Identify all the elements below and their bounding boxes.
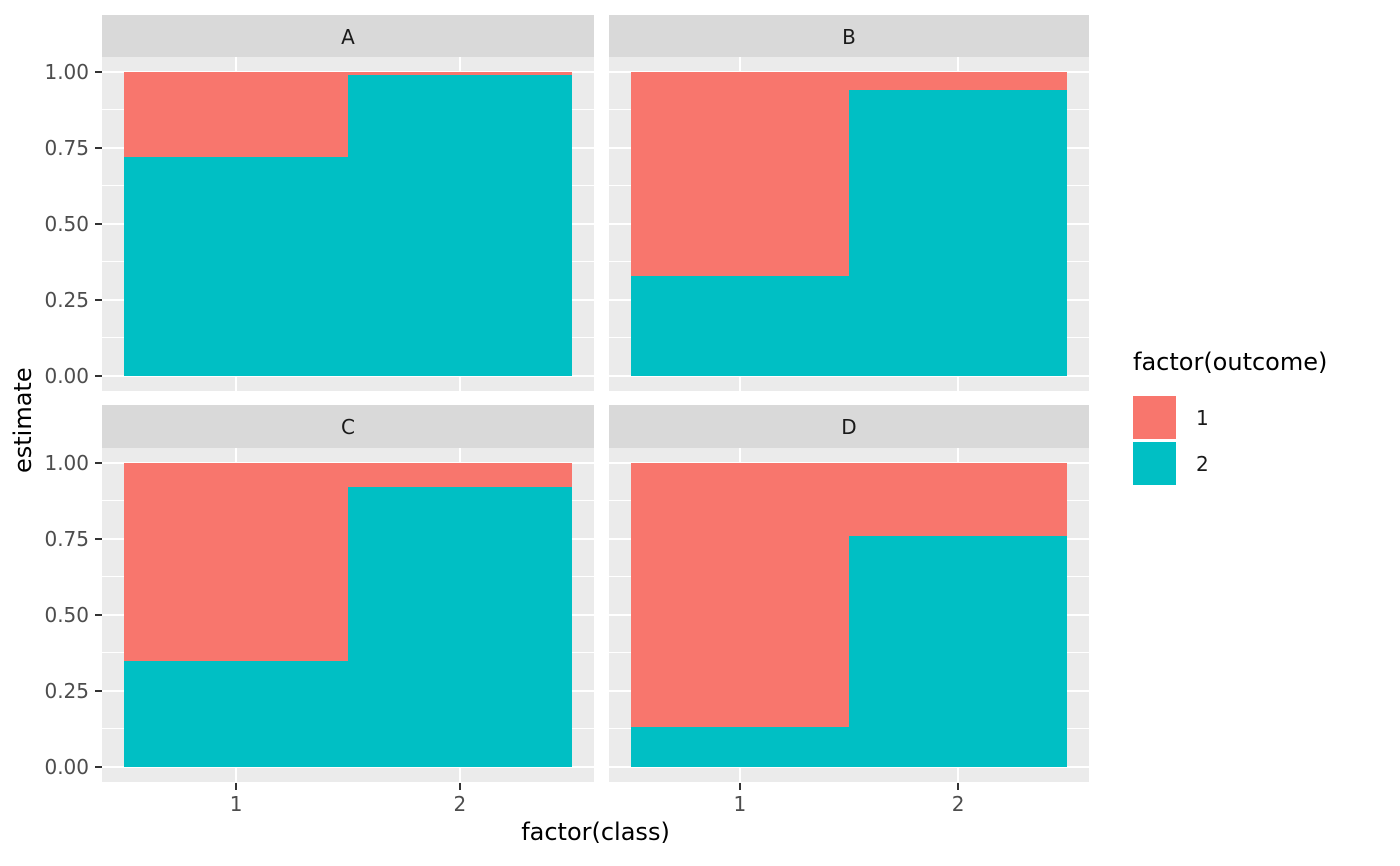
y-tick-label: 0.75	[44, 136, 89, 161]
y-tick-label: 0.00	[44, 754, 89, 779]
facet-strip-label-A: A	[341, 24, 355, 49]
legend-title: factor(outcome)	[1133, 348, 1328, 376]
legend-swatch-outcome-2-icon	[1133, 442, 1176, 485]
gridline-major	[102, 71, 594, 74]
gridline-major	[609, 462, 1089, 465]
facet-strip-C: C	[102, 405, 594, 448]
y-tick-label: 0.25	[44, 287, 89, 312]
facet-strip-label-D: D	[841, 414, 857, 439]
x-tick-mark	[235, 783, 238, 790]
gridline-major	[102, 765, 594, 768]
bar-segment-outcome-1	[124, 463, 348, 661]
bar-C-class2	[348, 463, 572, 767]
y-tick-label: 0.00	[44, 363, 89, 388]
y-tick-mark	[95, 374, 102, 377]
gridline-major	[609, 71, 1089, 74]
y-tick-mark	[95, 614, 102, 616]
facet-panel-D	[609, 448, 1089, 782]
x-axis-title: factor(class)	[521, 818, 670, 846]
legend: factor(outcome) 1 2	[1133, 346, 1395, 488]
bar-segment-outcome-2	[849, 90, 1068, 376]
bar-segment-outcome-2	[348, 75, 572, 376]
y-tick-mark	[95, 462, 102, 465]
y-tick-label: 1.00	[44, 60, 89, 85]
gridline-major	[609, 374, 1089, 377]
bar-segment-outcome-2	[124, 157, 348, 376]
bar-segment-outcome-1	[849, 463, 1068, 537]
y-tick-mark	[95, 689, 102, 692]
bar-segment-outcome-1	[630, 463, 849, 728]
y-tick-mark	[95, 538, 102, 541]
bar-segment-outcome-1	[348, 463, 572, 488]
gridline-major	[102, 462, 594, 465]
x-tick-mark	[458, 783, 461, 790]
bar-segment-outcome-2	[348, 487, 572, 767]
bar-B-class1	[630, 72, 849, 376]
y-tick-label: 1.00	[44, 451, 89, 476]
x-tick-label: 1	[733, 792, 747, 816]
bar-C-class1	[124, 463, 348, 767]
facet-panel-B	[609, 57, 1089, 391]
bar-A-class1	[124, 72, 348, 376]
facet-panel-A	[102, 57, 594, 391]
facet-strip-A: A	[102, 15, 594, 58]
bar-segment-outcome-2	[630, 727, 849, 767]
legend-entry-outcome-2: 2	[1133, 442, 1395, 485]
facet-strip-label-C: C	[341, 414, 355, 439]
facet-strip-label-B: B	[842, 24, 856, 49]
x-tick-label: 2	[453, 792, 467, 816]
y-tick-mark	[95, 765, 102, 768]
x-tick-label: 2	[951, 792, 965, 816]
x-tick-mark	[738, 783, 741, 790]
y-tick-mark	[95, 71, 102, 74]
bar-segment-outcome-2	[124, 660, 348, 767]
facet-panel-C	[102, 448, 594, 782]
legend-label-outcome-1: 1	[1196, 405, 1209, 430]
bar-D-class2	[849, 463, 1068, 767]
bar-A-class2	[348, 72, 572, 376]
gridline-major	[102, 374, 594, 377]
legend-swatch-outcome-1-icon	[1133, 396, 1176, 439]
bar-B-class2	[849, 72, 1068, 376]
bar-segment-outcome-1	[348, 72, 572, 76]
bar-segment-outcome-2	[630, 275, 849, 376]
y-tick-mark	[95, 298, 102, 301]
facet-strip-D: D	[609, 405, 1089, 448]
bar-segment-outcome-1	[849, 72, 1068, 91]
y-axis-title: estimate	[9, 367, 37, 473]
x-tick-mark	[957, 783, 960, 790]
gridline-major	[609, 765, 1089, 768]
bar-segment-outcome-1	[124, 72, 348, 158]
bar-segment-outcome-1	[630, 72, 849, 276]
y-tick-label: 0.25	[44, 678, 89, 703]
y-tick-mark	[95, 147, 102, 150]
legend-entry-outcome-1: 1	[1133, 396, 1395, 439]
y-tick-label: 0.50	[44, 212, 89, 236]
legend-label-outcome-2: 2	[1196, 451, 1209, 476]
x-tick-label: 1	[229, 792, 243, 816]
bar-segment-outcome-2	[849, 536, 1068, 767]
y-tick-mark	[95, 223, 102, 225]
bar-D-class1	[630, 463, 849, 767]
y-tick-label: 0.75	[44, 527, 89, 552]
facet-strip-B: B	[609, 15, 1089, 58]
y-tick-label: 0.50	[44, 603, 89, 627]
